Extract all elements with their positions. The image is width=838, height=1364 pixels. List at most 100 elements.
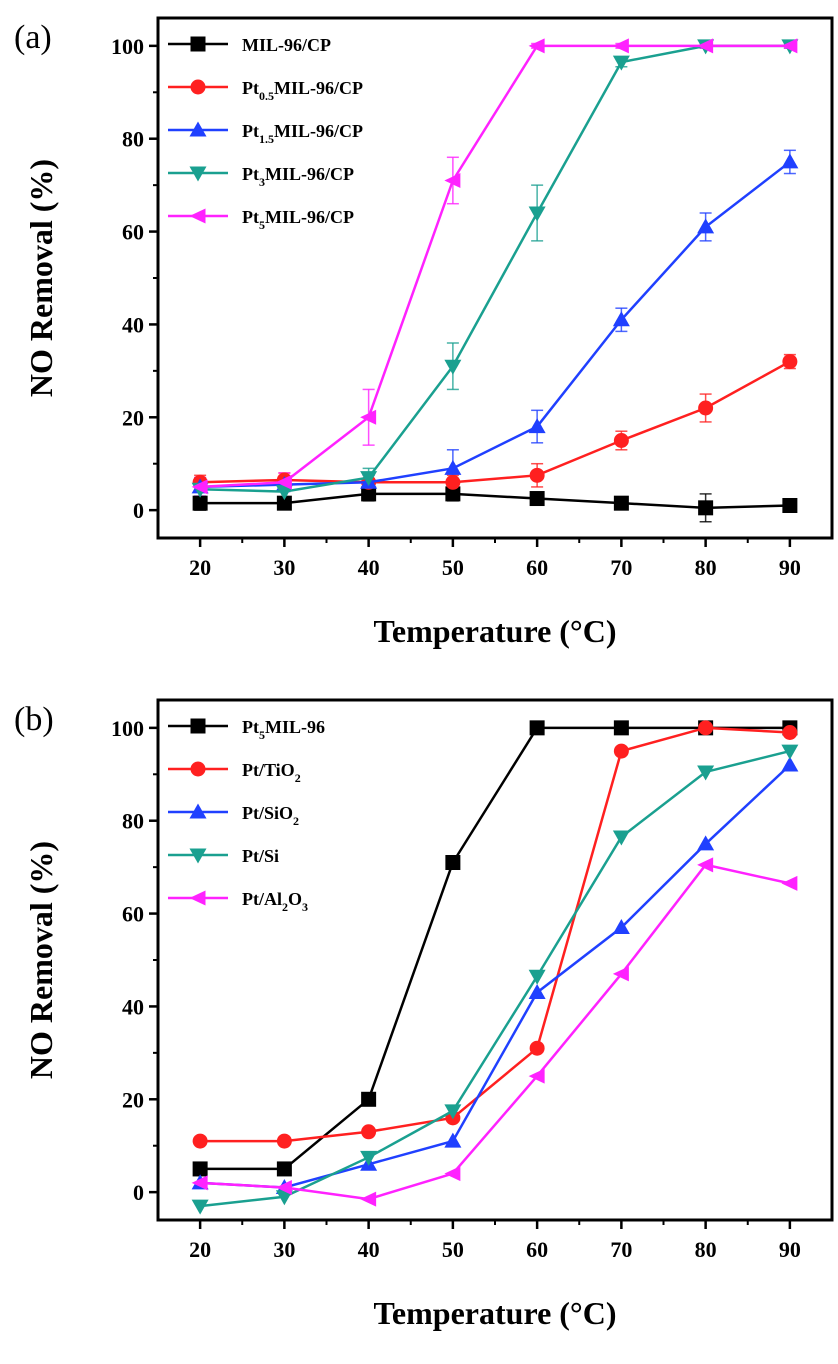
series-line	[200, 160, 791, 489]
series-line	[200, 764, 791, 1189]
series-line	[200, 726, 790, 1143]
data-point	[191, 1175, 208, 1191]
series-line	[200, 44, 790, 489]
data-point	[613, 720, 629, 736]
data-point	[698, 720, 714, 736]
legend-label: Pt0.5MIL-96/CP	[242, 78, 363, 103]
series-line	[200, 360, 791, 484]
y-tick-label: 40	[122, 994, 144, 1019]
legend-marker	[190, 36, 206, 52]
data-point	[529, 467, 545, 483]
data-point	[613, 433, 629, 448]
legend-label: MIL-96/CP	[242, 35, 331, 55]
x-tick-label: 70	[610, 1237, 632, 1262]
x-tick-label: 70	[610, 555, 632, 580]
y-axis-title: NO Removal (%)	[23, 841, 59, 1079]
panel-label: (a)	[14, 19, 52, 56]
legend-marker	[190, 79, 206, 95]
data-point	[613, 743, 629, 759]
y-tick-label: 80	[122, 127, 144, 152]
data-point	[528, 984, 546, 999]
data-point	[698, 500, 714, 516]
x-tick-label: 80	[695, 1237, 717, 1262]
y-axis-title: NO Removal (%)	[23, 159, 59, 397]
data-point	[612, 311, 630, 327]
data-point	[276, 495, 292, 511]
legend-marker	[189, 803, 207, 819]
data-point	[192, 1161, 208, 1177]
data-point	[697, 765, 715, 781]
legend-label: Pt/SiO2	[242, 803, 299, 828]
x-tick-label: 60	[526, 1237, 548, 1262]
data-point	[698, 400, 714, 416]
data-point	[275, 1190, 293, 1206]
panel-label: (b)	[14, 701, 54, 738]
y-tick-label: 80	[122, 809, 144, 834]
legend-label: Pt3MIL-96/CP	[242, 164, 354, 189]
legend-label: Pt/Al2O3	[242, 889, 308, 914]
data-point	[529, 1040, 545, 1056]
data-point	[697, 38, 714, 54]
data-point	[529, 491, 545, 507]
data-point	[612, 966, 629, 982]
chart-b-svg: (b) 0 20 40 60 80 100 20 30 40 50 60 70 80 90 Temperatu…	[14, 698, 834, 1331]
legend-marker	[189, 121, 207, 137]
data-point	[445, 486, 461, 502]
series-line	[200, 726, 790, 1171]
legend-label: Pt1.5MIL-96/CP	[242, 121, 363, 146]
legend-marker	[189, 890, 206, 906]
data-point	[613, 495, 629, 511]
y-tick-label: 60	[122, 220, 144, 245]
data-point	[191, 479, 208, 495]
y-tick-label: 100	[111, 716, 144, 741]
data-point	[361, 486, 377, 502]
data-point	[192, 495, 208, 511]
y-tick-label: 40	[122, 312, 144, 337]
data-point	[697, 835, 715, 851]
data-point	[444, 1132, 462, 1148]
data-point	[612, 38, 629, 54]
x-tick-label: 40	[358, 555, 380, 580]
legend-marker	[189, 208, 206, 224]
legend-label: Pt/TiO2	[242, 760, 301, 785]
data-point	[782, 354, 798, 370]
data-point	[444, 1104, 462, 1120]
data-point	[528, 1068, 545, 1084]
data-point	[781, 744, 799, 760]
data-point	[360, 1191, 377, 1207]
legend-label: Pt/Si	[242, 846, 279, 866]
x-axis-title: Temperature (°C)	[374, 613, 617, 649]
data-point	[444, 459, 462, 475]
data-point	[276, 1133, 292, 1149]
y-tick-label: 20	[122, 1087, 144, 1112]
x-tick-label: 60	[526, 555, 548, 580]
x-tick-label: 30	[273, 555, 295, 580]
data-point	[360, 1150, 378, 1166]
x-tick-label: 30	[273, 1237, 295, 1262]
data-point	[612, 919, 630, 934]
data-point	[528, 418, 546, 434]
y-tick-label: 100	[111, 34, 144, 59]
y-tick-label: 0	[133, 1180, 144, 1205]
legend-marker	[189, 848, 207, 864]
data-point	[276, 1161, 292, 1177]
data-point	[192, 1133, 208, 1149]
series-line	[200, 44, 790, 493]
legend-label: Pt5MIL-96/CP	[242, 207, 354, 232]
x-tick-label: 90	[779, 555, 801, 580]
data-point	[360, 471, 378, 487]
data-point	[782, 725, 798, 740]
x-tick-label: 20	[189, 1237, 211, 1262]
x-tick-label: 40	[358, 1237, 380, 1262]
data-point	[275, 1180, 292, 1195]
data-point	[528, 969, 546, 985]
data-point	[275, 474, 292, 490]
data-point	[445, 474, 461, 490]
series-line	[200, 492, 790, 510]
data-point	[361, 1124, 377, 1140]
x-tick-label: 80	[695, 555, 717, 580]
data-point	[444, 359, 462, 375]
y-tick-label: 0	[133, 498, 144, 523]
data-point	[444, 173, 461, 188]
data-point	[360, 409, 377, 425]
